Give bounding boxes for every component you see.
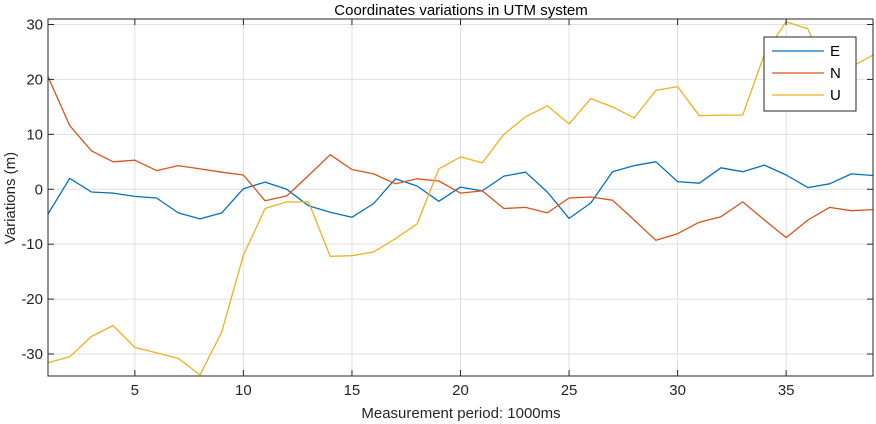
chart-title: Coordinates variations in UTM system xyxy=(334,2,587,19)
legend-label-n: N xyxy=(830,65,841,82)
y-tick-label: 10 xyxy=(26,126,43,143)
series-line-u xyxy=(48,21,873,376)
x-tick-label: 20 xyxy=(452,382,469,399)
x-tick-label: 15 xyxy=(344,382,361,399)
y-ticks: -30 -20 -10 0 10 20 30 xyxy=(21,16,873,363)
x-tick-label: 5 xyxy=(131,382,139,399)
legend: ENU xyxy=(763,36,857,112)
y-tick-label: 30 xyxy=(26,16,43,33)
x-axis-label: Measurement period: 1000ms xyxy=(361,405,560,422)
legend-label-u: U xyxy=(830,87,841,104)
series-line-n xyxy=(48,76,873,241)
x-tick-label: 25 xyxy=(561,382,578,399)
x-tick-label: 10 xyxy=(235,382,252,399)
series-line-e xyxy=(48,161,873,220)
series-layer xyxy=(48,21,873,376)
x-tick-label: 30 xyxy=(669,382,686,399)
y-tick-label: 20 xyxy=(26,71,43,88)
y-tick-label: 0 xyxy=(35,181,43,198)
y-tick-label: -10 xyxy=(21,236,43,253)
x-tick-label: 35 xyxy=(778,382,795,399)
legend-box xyxy=(763,36,857,112)
y-axis-label: Variations (m) xyxy=(2,152,19,244)
y-tick-label: -30 xyxy=(21,346,43,363)
x-ticks: 5 10 15 20 25 30 35 xyxy=(131,19,795,399)
y-tick-label: -20 xyxy=(21,291,43,308)
legend-label-e: E xyxy=(830,43,840,60)
